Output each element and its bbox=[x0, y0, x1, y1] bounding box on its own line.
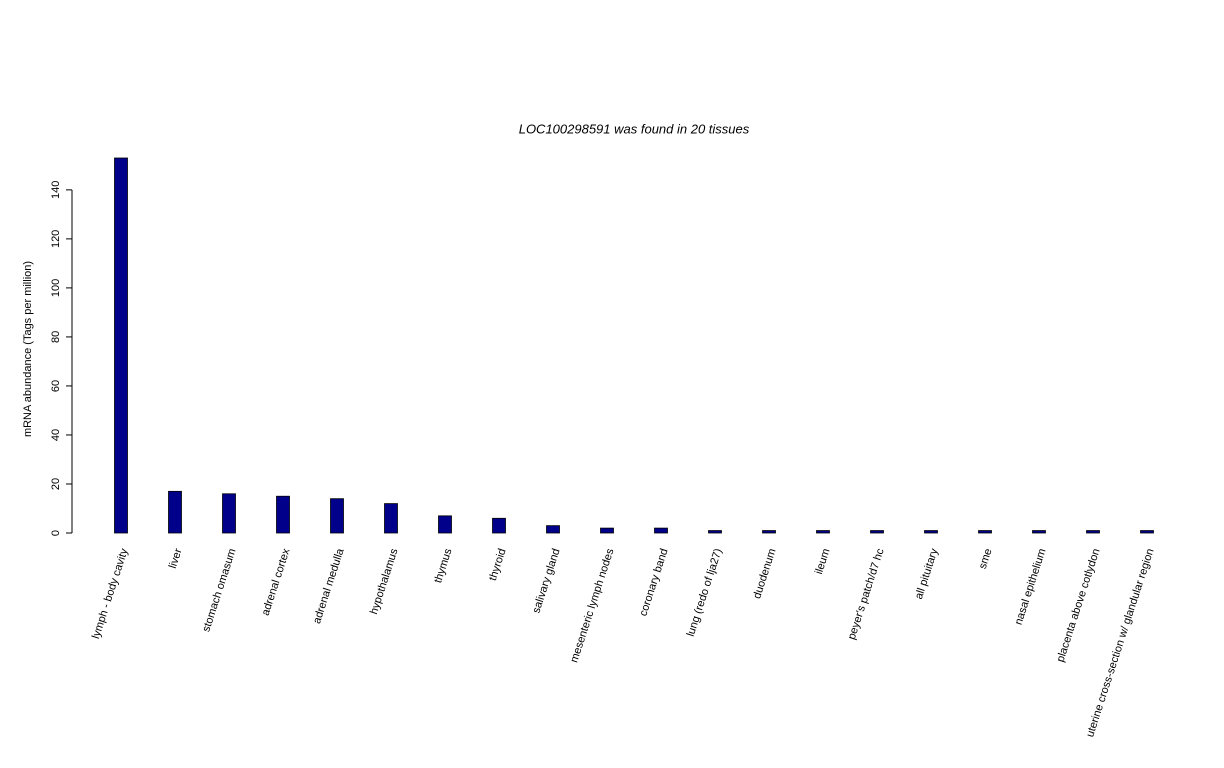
x-tick-label: lymph - body cavity bbox=[90, 547, 131, 641]
x-tick-label: salivary gland bbox=[530, 547, 562, 615]
x-tick-label: liver bbox=[167, 547, 185, 570]
bar bbox=[384, 503, 398, 534]
bar bbox=[708, 530, 722, 534]
x-tick-label: thymus bbox=[432, 547, 455, 585]
bar bbox=[276, 495, 290, 534]
y-tick-label: 60 bbox=[50, 380, 62, 392]
y-tick-label: 20 bbox=[50, 478, 62, 490]
y-tick-label: 140 bbox=[50, 181, 62, 199]
x-tick-label: all pituitary bbox=[913, 547, 941, 601]
bar bbox=[492, 517, 506, 534]
bar bbox=[114, 157, 128, 534]
y-tick-label: 0 bbox=[50, 530, 62, 536]
x-tick-label: adrenal medulla bbox=[311, 546, 347, 625]
bar bbox=[438, 515, 452, 534]
x-tick-label: uterine cross-section w/ glandular regio… bbox=[1084, 547, 1156, 739]
x-tick-label: duodenum bbox=[751, 547, 778, 600]
y-tick-label: 40 bbox=[50, 429, 62, 441]
bar bbox=[330, 498, 344, 534]
bar bbox=[870, 530, 884, 534]
x-tick-label: nasal epithelium bbox=[1013, 547, 1049, 626]
x-tick-label: sme bbox=[977, 547, 995, 570]
x-tick-label: stomach omasum bbox=[200, 547, 238, 633]
x-tick-label: thyroid bbox=[487, 547, 509, 582]
x-tick-label: peyer's patch/d7 hc bbox=[846, 547, 887, 642]
bar bbox=[168, 490, 182, 534]
x-tick-label: adrenal cortex bbox=[260, 547, 293, 617]
bar bbox=[600, 527, 614, 534]
x-tick-label: hypothalamus bbox=[368, 547, 401, 616]
x-tick-label: mesenteric lymph nodes bbox=[568, 547, 616, 665]
bar bbox=[1140, 530, 1154, 534]
bar bbox=[1032, 530, 1046, 534]
bar bbox=[762, 530, 776, 534]
bar bbox=[222, 493, 236, 534]
x-tick-label: placenta above cotlydon bbox=[1055, 547, 1103, 664]
bar bbox=[654, 527, 668, 534]
bar bbox=[1086, 530, 1100, 534]
y-axis-label: mRNA abundance (Tags per million) bbox=[22, 261, 34, 437]
bar bbox=[924, 530, 938, 534]
y-tick-label: 120 bbox=[50, 230, 62, 248]
x-tick-label: coronary band bbox=[637, 547, 670, 618]
chart-title: LOC100298591 was found in 20 tissues bbox=[519, 121, 750, 136]
x-tick-label: ileum bbox=[813, 547, 833, 576]
bar bbox=[978, 530, 992, 534]
x-tick-label: lung (redo of lja27) bbox=[685, 547, 725, 638]
bar bbox=[546, 525, 560, 534]
bar bbox=[816, 530, 830, 534]
y-tick-label: 100 bbox=[50, 279, 62, 297]
y-tick-label: 80 bbox=[50, 331, 62, 343]
